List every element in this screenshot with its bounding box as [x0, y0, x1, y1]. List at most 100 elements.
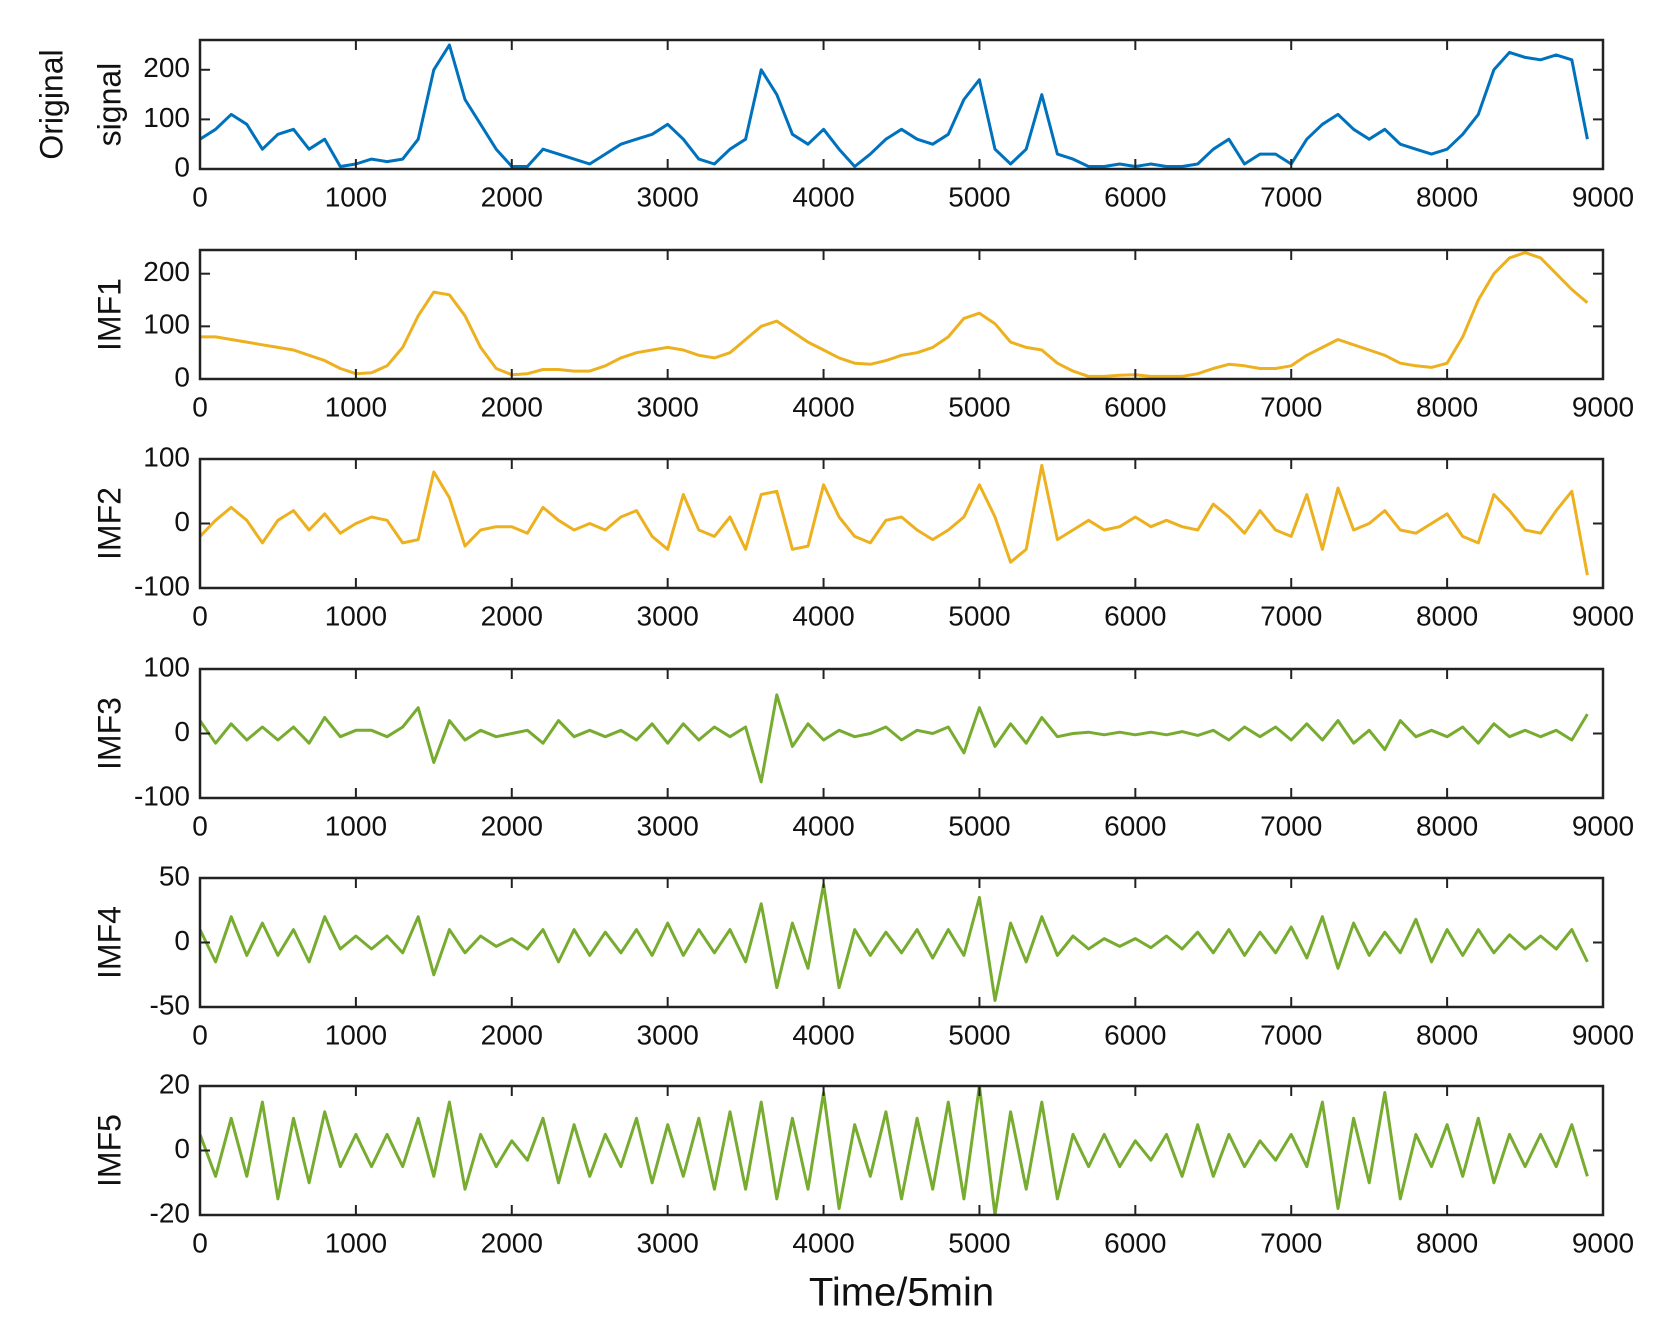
y-tick-label: 0: [174, 1133, 190, 1164]
x-tick-label: 8000: [1416, 391, 1478, 422]
y-tick-label: 0: [174, 151, 190, 182]
x-tick-label: 7000: [1260, 810, 1322, 841]
x-tick-label: 9000: [1572, 181, 1634, 212]
axes-box: [198, 38, 1605, 171]
y-tick-label: 100: [143, 651, 190, 682]
x-tick-label: 8000: [1416, 1227, 1478, 1258]
x-tick-label: 8000: [1416, 181, 1478, 212]
x-tick-label: 1000: [325, 1227, 387, 1258]
y-axis-label: IMF4: [91, 906, 127, 979]
x-tick-label: 3000: [637, 181, 699, 212]
y-axis-label: IMF1: [91, 278, 127, 351]
plot-area: [200, 251, 1589, 378]
x-tick-label: 1000: [325, 810, 387, 841]
y-tick-label: 100: [143, 102, 190, 133]
x-tick-label: 3000: [637, 1227, 699, 1258]
x-tick-label: 0: [192, 391, 208, 422]
x-tick-label: 9000: [1572, 1019, 1634, 1050]
x-tick-label: 7000: [1260, 1019, 1322, 1050]
y-tick-label: 0: [174, 925, 190, 956]
y-tick-label: -50: [150, 989, 190, 1020]
y-tick-label: 0: [174, 361, 190, 392]
x-tick-label: 2000: [481, 1019, 543, 1050]
y-tick-label: 100: [143, 441, 190, 472]
plot-area: [200, 1086, 1589, 1215]
x-tick-label: 1000: [325, 1019, 387, 1050]
x-tick-label: 0: [192, 1227, 208, 1258]
signal-line: [200, 43, 1589, 168]
x-tick-label: 3000: [637, 810, 699, 841]
x-tick-label: 5000: [948, 1019, 1010, 1050]
x-tick-label: 0: [192, 1019, 208, 1050]
y-tick-label: 100: [143, 309, 190, 340]
x-tick-label: 7000: [1260, 1227, 1322, 1258]
x-tick-label: 3000: [637, 391, 699, 422]
x-tick-label: 8000: [1416, 810, 1478, 841]
y-axis-label: Original: [33, 49, 69, 159]
x-tick-label: 6000: [1104, 810, 1166, 841]
x-tick-label: 5000: [948, 1227, 1010, 1258]
signal-line: [200, 693, 1589, 784]
plot-area: [200, 693, 1589, 784]
x-tick-label: 5000: [948, 600, 1010, 631]
signal-line: [200, 463, 1589, 576]
x-tick-label: 5000: [948, 391, 1010, 422]
x-tick-label: 5000: [948, 810, 1010, 841]
x-tick-label: 8000: [1416, 1019, 1478, 1050]
y-tick-label: 20: [159, 1068, 190, 1099]
x-tick-label: 0: [192, 181, 208, 212]
y-tick-label: -20: [150, 1197, 190, 1228]
x-tick-label: 0: [192, 810, 208, 841]
x-tick-label: 2000: [481, 810, 543, 841]
x-tick-label: 2000: [481, 391, 543, 422]
x-tick-label: 2000: [481, 1227, 543, 1258]
x-tick-label: 6000: [1104, 600, 1166, 631]
x-tick-label: 6000: [1104, 181, 1166, 212]
x-tick-label: 3000: [637, 600, 699, 631]
x-tick-label: 1000: [325, 600, 387, 631]
x-tick-label: 4000: [792, 1019, 854, 1050]
x-tick-label: 9000: [1572, 600, 1634, 631]
x-tick-label: 5000: [948, 181, 1010, 212]
y-tick-label: 0: [174, 506, 190, 537]
y-tick-label: 50: [159, 860, 190, 891]
x-tick-label: 9000: [1572, 391, 1634, 422]
y-tick-label: -100: [134, 570, 190, 601]
x-tick-label: 2000: [481, 600, 543, 631]
x-tick-label: 4000: [792, 391, 854, 422]
y-tick-label: -100: [134, 780, 190, 811]
x-tick-label: 6000: [1104, 1227, 1166, 1258]
x-tick-label: 3000: [637, 1019, 699, 1050]
y-axis-label: IMF2: [91, 487, 127, 560]
x-tick-label: 7000: [1260, 181, 1322, 212]
x-axis-label: Time/5min: [809, 1271, 994, 1315]
y-tick-label: 200: [143, 52, 190, 83]
axes-box: [198, 457, 1605, 590]
y-tick-label: 200: [143, 256, 190, 287]
x-tick-label: 6000: [1104, 391, 1166, 422]
y-axis-label: IMF5: [91, 1114, 127, 1187]
x-tick-label: 1000: [325, 391, 387, 422]
plot-area: [200, 43, 1589, 168]
plot-area: [200, 883, 1589, 1002]
y-axis-label: signal: [91, 63, 127, 147]
x-tick-label: 7000: [1260, 600, 1322, 631]
x-tick-label: 8000: [1416, 600, 1478, 631]
x-tick-label: 4000: [792, 600, 854, 631]
x-tick-label: 1000: [325, 181, 387, 212]
y-tick-label: 0: [174, 716, 190, 747]
x-tick-label: 7000: [1260, 391, 1322, 422]
x-tick-label: 9000: [1572, 810, 1634, 841]
x-tick-label: 6000: [1104, 1019, 1166, 1050]
x-tick-label: 2000: [481, 181, 543, 212]
x-tick-label: 4000: [792, 810, 854, 841]
x-tick-label: 9000: [1572, 1227, 1634, 1258]
x-tick-label: 4000: [792, 1227, 854, 1258]
signal-line: [200, 1086, 1589, 1215]
x-tick-label: 0: [192, 600, 208, 631]
signal-line: [200, 883, 1589, 1002]
x-tick-label: 4000: [792, 181, 854, 212]
plot-area: [200, 463, 1589, 576]
signal-line: [200, 251, 1589, 378]
axes-box: [198, 248, 1605, 381]
